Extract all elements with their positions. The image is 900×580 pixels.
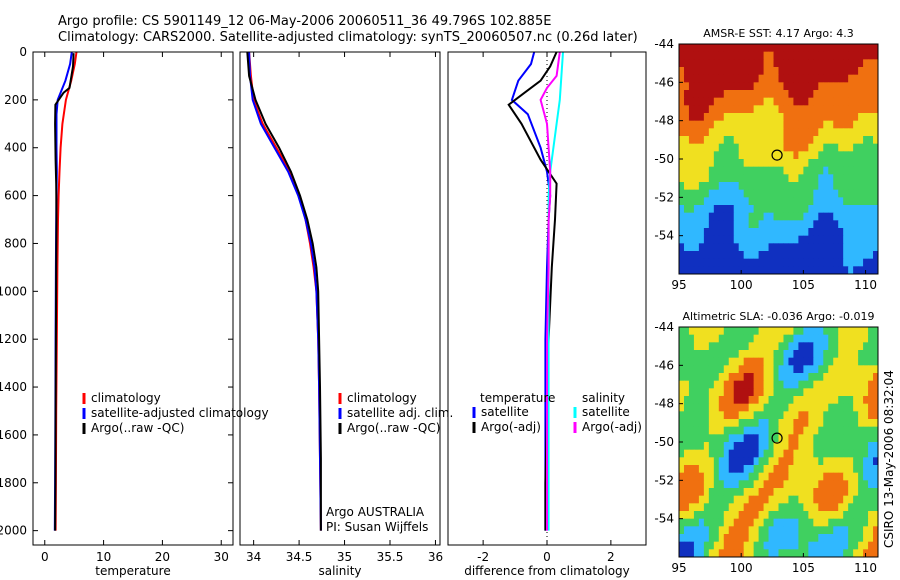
y-tick-label: 1200 [0,332,27,346]
plot-frame-temperature [32,51,234,546]
legend-entry-difference-salinity: Argo(-adj) [582,420,642,434]
x-tick-label: 2 [607,550,615,564]
legend-entry-difference-temperature: Argo(-adj) [481,420,541,434]
map-x-tick-label: 100 [730,278,753,292]
map-y-tick-label: -46 [654,358,674,372]
map-y-tick-label: -52 [654,190,674,204]
legend-entry-temperature: climatology [91,391,161,405]
x-tick-label: 35.5 [377,550,404,564]
x-axis-label: difference from climatology [464,564,630,578]
y-tick-label: 1400 [0,380,27,394]
x-axis-label: salinity [318,564,361,578]
x-axis-label: temperature [95,564,170,578]
y-tick-label: 1600 [0,428,27,442]
legend-entry-difference-salinity: satellite [582,405,630,419]
x-tick-label: 10 [96,550,111,564]
legend-heading-salinity: salinity [582,391,625,405]
map-y-tick-label: -54 [654,229,674,243]
legend-entry-temperature: satellite-adjusted climatology [91,406,269,420]
series-line-difference-temperature-satellite [510,52,552,531]
y-tick-label: 1000 [0,284,27,298]
x-tick-label: 0 [41,550,49,564]
series-line-difference-salinity-argo-adj- [539,52,561,531]
map-y-tick-label: -44 [654,320,674,334]
map-x-tick-label: 105 [792,561,815,575]
plot-frame-salinity [239,51,441,546]
figure-title-line2: Climatology: CARS2000. Satellite-adjuste… [58,30,638,45]
map-y-tick-label: -52 [654,473,674,487]
map-y-tick-label: -44 [654,37,674,51]
series-line-salinity-satellite-adj-clim- [248,52,322,531]
y-tick-label: 0 [19,45,27,59]
figure-title-line1: Argo profile: CS 5901149_12 06-May-2006 … [58,14,552,29]
y-tick-label: 2000 [0,524,27,538]
x-tick-label: 36 [428,550,443,564]
argo-float-marker [771,149,783,161]
x-tick-label: 30 [214,550,229,564]
heatmap-field-sst_map [679,44,879,275]
map-x-tick-label: 110 [854,278,877,292]
series-line-salinity-argo-raw-qc- [246,52,322,531]
map-title: AMSR-E SST: 4.17 Argo: 4.3 [703,27,854,40]
x-tick-label: 35 [337,550,352,564]
x-tick-label: 0 [543,550,551,564]
map-y-tick-label: -46 [654,75,674,89]
heatmap-field-sla_map [679,327,879,558]
map-title: Altimetric SLA: -0.036 Argo: -0.019 [683,310,875,323]
map-x-tick-label: 105 [792,278,815,292]
map-x-tick-label: 95 [671,278,686,292]
y-tick-label: 800 [4,236,27,250]
x-tick-label: 34.5 [286,550,313,564]
series-line-temperature-argo-raw-qc- [54,53,75,531]
annotation-pi: PI: Susan Wijffels [326,520,428,534]
map-y-tick-label: -48 [654,114,674,128]
map-y-tick-label: -54 [654,512,674,526]
annotation-argo-australia: Argo AUSTRALIA [326,505,425,519]
legend-heading-temperature: temperature [480,391,555,405]
legend-entry-difference-temperature: satellite [481,405,529,419]
series-line-temperature-climatology [54,52,78,531]
timestamp-label: CSIRO 13-May-2006 08:32:04 [882,370,896,548]
legend-entry-salinity: Argo(..raw -QC) [347,421,440,435]
legend-entry-salinity: climatology [347,391,417,405]
y-tick-label: 1800 [0,476,27,490]
map-y-tick-label: -50 [654,435,674,449]
map-x-tick-label: 95 [671,561,686,575]
x-tick-label: 34 [246,550,261,564]
argo-float-marker [771,432,783,444]
map-x-tick-label: 110 [854,561,877,575]
map-x-tick-label: 100 [730,561,753,575]
legend-entry-temperature: Argo(..raw -QC) [91,421,184,435]
legend-entry-salinity: satellite adj. clim. [347,406,453,420]
map-y-tick-label: -48 [654,397,674,411]
y-tick-label: 200 [4,93,27,107]
x-tick-label: -2 [477,550,489,564]
x-tick-label: 20 [155,550,170,564]
y-tick-label: 400 [4,141,27,155]
y-tick-label: 600 [4,189,27,203]
map-y-tick-label: -50 [654,152,674,166]
